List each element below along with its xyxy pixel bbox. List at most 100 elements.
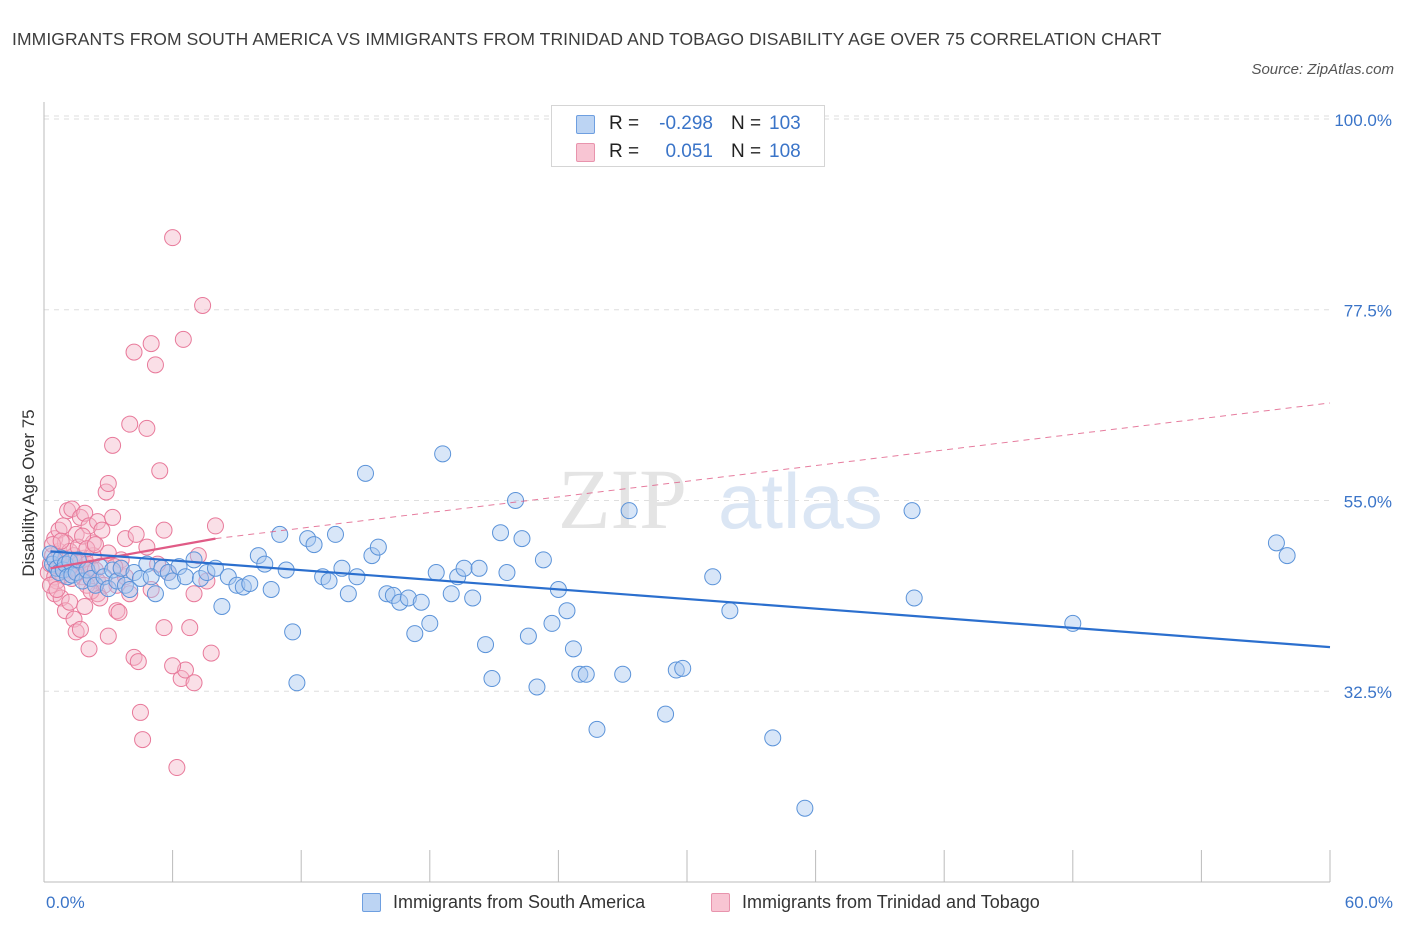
trend-line-trinidad	[50, 537, 216, 570]
data-point-trinidad	[185, 585, 203, 603]
data-point-trinidad	[131, 703, 149, 721]
data-point-south-america	[391, 593, 409, 611]
data-point-south-america	[305, 536, 323, 554]
data-point-south-america	[176, 568, 194, 586]
data-point-south-america	[704, 568, 722, 586]
y-tick-labels: 32.5% 55.0% 77.5% 100.0%	[1334, 111, 1392, 702]
data-point-south-america	[241, 575, 259, 593]
data-point-trinidad	[110, 603, 128, 621]
data-point-trinidad	[52, 532, 70, 550]
data-point-trinidad	[194, 296, 212, 314]
legend-item-trinidad: Immigrants from Trinidad and Tobago	[711, 889, 1040, 915]
data-point-trinidad	[48, 581, 66, 598]
data-point-south-america	[41, 545, 59, 563]
data-point-south-america	[125, 564, 143, 582]
data-point-south-america	[464, 589, 482, 607]
data-point-trinidad	[202, 644, 220, 662]
legend-swatch-blue	[362, 892, 381, 912]
x-tick-labels: 0.0% 60.0%	[46, 893, 1393, 912]
data-point-south-america	[249, 547, 267, 565]
data-point-trinidad	[80, 517, 98, 535]
data-point-trinidad	[146, 356, 164, 374]
data-point-south-america	[363, 547, 381, 565]
data-point-south-america	[164, 572, 182, 590]
data-point-south-america	[1278, 547, 1296, 565]
data-point-trinidad	[52, 589, 70, 607]
data-point-south-america	[519, 627, 537, 645]
data-point-south-america	[399, 589, 417, 607]
data-point-south-america	[288, 674, 306, 692]
data-point-south-america	[357, 464, 374, 482]
gridlines	[44, 115, 1330, 692]
data-point-south-america	[588, 720, 606, 738]
data-point-trinidad	[69, 538, 87, 556]
legend-r-label: R =	[609, 141, 640, 162]
data-point-south-america	[299, 530, 317, 548]
data-point-south-america	[104, 561, 122, 579]
data-point-south-america	[112, 559, 130, 577]
data-point-south-america	[903, 502, 921, 520]
legend-item-south-america: Immigrants from South America	[362, 889, 645, 915]
data-point-south-america	[442, 585, 460, 603]
data-point-trinidad	[168, 759, 186, 777]
data-point-trinidad	[176, 661, 194, 679]
data-point-south-america	[213, 597, 231, 615]
chart-title: IMMIGRANTS FROM SOUTH AMERICA VS IMMIGRA…	[12, 29, 1162, 49]
data-point-south-america	[159, 564, 177, 582]
data-point-south-america	[131, 569, 149, 587]
stats-legend: R = -0.298 N = 103 R = 0.051 N = 108	[551, 105, 825, 167]
data-point-south-america	[108, 572, 126, 590]
data-point-trinidad	[91, 589, 109, 607]
data-point-south-america	[427, 564, 445, 582]
data-point-trinidad	[99, 627, 117, 645]
legend-r-value: 0.051	[665, 141, 713, 162]
watermark-atlas: atlas	[718, 457, 883, 545]
data-point-south-america	[558, 602, 576, 620]
data-point-trinidad	[164, 229, 182, 247]
data-point-south-america	[564, 640, 582, 658]
data-point-south-america	[256, 555, 274, 573]
data-point-south-america	[320, 572, 338, 590]
data-point-trinidad	[71, 620, 89, 638]
data-point-south-america	[470, 559, 488, 577]
watermark-zip: ZIP	[558, 451, 687, 547]
data-point-trinidad	[93, 521, 111, 539]
data-point-south-america	[369, 538, 387, 556]
data-point-south-america	[378, 585, 396, 603]
legend-row-south-america: R = -0.298 N = 103	[576, 111, 801, 137]
trend-line-trinidad-extension	[215, 402, 1331, 540]
x-tick-label: 0.0%	[46, 893, 85, 912]
data-point-trinidad	[61, 593, 79, 611]
data-point-trinidad	[174, 330, 192, 348]
data-point-south-america	[412, 593, 430, 611]
data-point-south-america	[455, 559, 473, 577]
y-tick-label: 100.0%	[1334, 111, 1392, 130]
y-tick-label: 55.0%	[1344, 492, 1392, 511]
data-point-trinidad	[206, 517, 224, 535]
data-point-south-america	[1267, 534, 1285, 552]
data-point-trinidad	[185, 674, 203, 692]
source-note: Source: ZipAtlas.com	[1251, 61, 1394, 78]
data-point-trinidad	[138, 419, 156, 437]
data-point-south-america	[620, 502, 638, 520]
data-point-trinidad	[80, 640, 98, 658]
data-point-trinidad	[155, 619, 173, 637]
data-point-trinidad	[76, 504, 94, 522]
watermark: ZIP atlas	[558, 451, 883, 547]
data-point-south-america	[796, 799, 814, 817]
data-point-south-america	[146, 585, 164, 603]
data-point-south-america	[198, 564, 216, 582]
axes	[43, 102, 1331, 883]
data-point-south-america	[384, 586, 402, 604]
data-point-trinidad	[125, 343, 143, 361]
data-point-trinidad	[181, 619, 199, 637]
x-tick-label: 60.0%	[1345, 893, 1393, 912]
data-point-south-america	[434, 445, 452, 463]
data-point-south-america	[483, 670, 501, 688]
legend-n-label: N =	[731, 113, 762, 134]
data-point-south-america	[191, 569, 209, 587]
legend-swatch-pink	[576, 142, 595, 162]
data-point-south-america	[667, 661, 685, 679]
data-point-trinidad	[104, 508, 122, 526]
